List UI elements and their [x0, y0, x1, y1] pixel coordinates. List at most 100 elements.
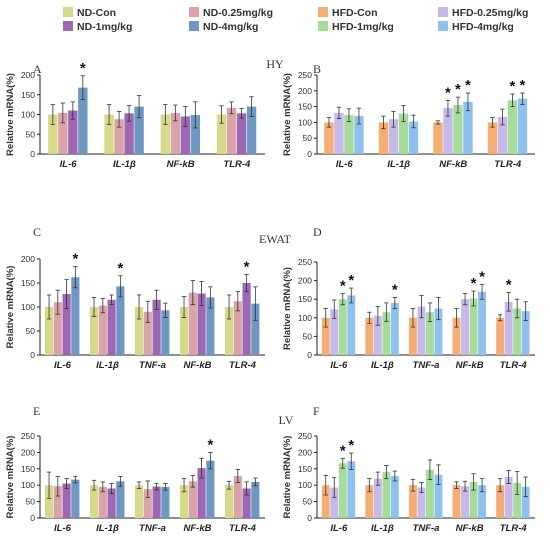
bar: [152, 486, 161, 518]
bar: [116, 286, 125, 355]
bar: [160, 114, 171, 154]
bar: [98, 486, 107, 518]
bar: [388, 119, 399, 154]
significance-star: *: [520, 77, 526, 94]
x-category-label: NF-kB: [439, 159, 467, 170]
y-tick-label: 50: [303, 133, 313, 143]
y-axis-label: Relative mRNA(%): [282, 73, 293, 156]
y-tick-label: 100: [298, 480, 312, 490]
bar: [180, 116, 191, 154]
bar: [58, 112, 68, 154]
bar: [134, 485, 144, 518]
bar: [78, 87, 88, 154]
significance-star: *: [348, 272, 354, 289]
significance-star: *: [392, 281, 398, 298]
significance-star: *: [445, 84, 451, 101]
x-category-label: NF-kB: [167, 159, 195, 170]
legend-label: ND-1mg/kg: [77, 21, 132, 33]
y-tick-label: 150: [21, 90, 35, 100]
x-category-label: IL-6: [330, 360, 348, 371]
y-tick-label: 50: [303, 331, 313, 341]
bar: [161, 486, 170, 518]
y-tick-label: 250: [298, 431, 312, 441]
bar: [143, 311, 152, 355]
y-tick-label: 250: [298, 70, 312, 80]
bar: [188, 292, 197, 355]
bar: [44, 485, 54, 518]
bar: [224, 307, 234, 355]
legend-label: HFD-0.25mg/kg: [452, 7, 528, 19]
bar: [496, 317, 505, 355]
bar: [463, 101, 473, 154]
bar: [452, 317, 461, 355]
bar: [179, 485, 189, 518]
panel-letter: A: [33, 62, 42, 76]
legend-swatch: [63, 7, 73, 17]
significance-star: *: [340, 442, 346, 459]
significance-star: *: [72, 251, 78, 268]
significance-star: *: [465, 77, 471, 94]
bar: [104, 114, 114, 154]
x-category-label: TNF-a: [139, 360, 166, 371]
bar: [434, 308, 443, 355]
bar: [373, 478, 382, 518]
y-tick-label: 50: [26, 129, 36, 139]
y-tick-label: 200: [21, 447, 35, 457]
bar: [504, 477, 513, 518]
x-category-label: IL-1β: [387, 159, 410, 170]
x-category-label: IL-1β: [96, 360, 119, 371]
bar: [124, 113, 134, 154]
bar: [224, 485, 234, 518]
y-tick-label: 100: [298, 117, 312, 127]
legend-label: HFD-4mg/kg: [452, 21, 514, 33]
x-category-label: TLR-4: [229, 523, 257, 534]
significance-star: *: [340, 278, 346, 295]
y-tick-label: 100: [21, 480, 35, 490]
bar: [443, 108, 453, 154]
y-tick-label: 150: [298, 464, 312, 474]
y-tick-label: 200: [298, 86, 312, 96]
bar: [487, 122, 498, 154]
bar: [206, 460, 215, 518]
y-tick-label: 0: [30, 149, 35, 159]
legend-label: ND-Con: [77, 7, 116, 19]
bar: [197, 293, 206, 355]
bar: [347, 461, 356, 518]
y-axis-label: Relative mRNA(%): [5, 73, 16, 156]
bar: [152, 299, 161, 355]
bar: [507, 100, 518, 154]
bar: [382, 312, 391, 355]
legend-label: ND-4mg/kg: [203, 21, 258, 33]
bar: [53, 486, 62, 518]
bar: [390, 476, 399, 518]
panel-letter: C: [33, 225, 41, 239]
legend-swatch: [63, 21, 73, 31]
legend-swatch: [318, 21, 328, 31]
x-category-label: TLR-4: [229, 360, 257, 371]
bar: [521, 486, 530, 518]
y-tick-label: 200: [21, 254, 35, 264]
x-category-label: IL-1β: [371, 523, 394, 534]
y-tick-label: 150: [21, 464, 35, 474]
bar: [324, 122, 334, 154]
bar: [89, 307, 99, 355]
bar: [378, 122, 389, 154]
significance-star: *: [479, 268, 485, 285]
y-axis-label: Relative mRNA(%): [5, 436, 16, 519]
x-category-label: TNF-a: [413, 523, 440, 534]
x-category-label: IL-6: [330, 523, 348, 534]
y-tick-label: 100: [298, 313, 312, 323]
y-tick-label: 200: [298, 276, 312, 286]
legend-swatch: [438, 21, 448, 31]
significance-star: *: [244, 258, 250, 275]
tissue-label-ewat: EWAT: [259, 232, 292, 246]
bar: [365, 485, 374, 518]
bar: [433, 122, 443, 154]
y-tick-label: 250: [298, 257, 312, 267]
y-tick-label: 150: [298, 294, 312, 304]
panel-e: E 0 50 100 150 200 250 Relative mRNA(%) IL-6 IL-1…: [5, 404, 265, 534]
bar: [216, 114, 227, 154]
bar: [53, 302, 62, 355]
panel-a: A 0 50 100 150 200 Relative mRNA(%) IL-6 IL-1β NF…: [5, 60, 265, 170]
